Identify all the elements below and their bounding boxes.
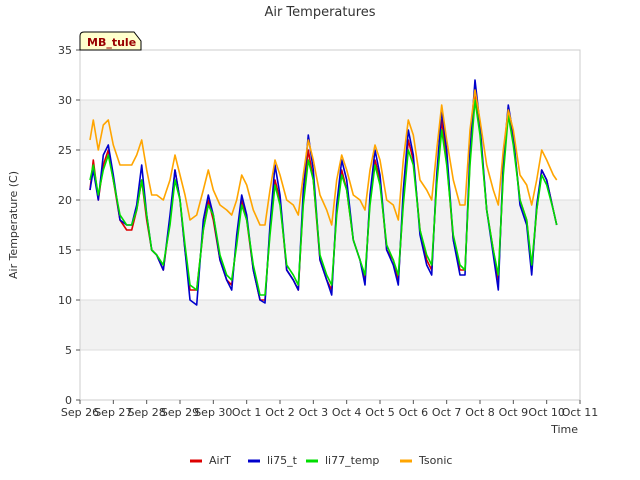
x-tick-label: Oct 3 — [299, 406, 329, 419]
y-tick-label: 35 — [58, 44, 72, 57]
x-tick-label: Oct 8 — [465, 406, 495, 419]
legend: AirT li75_t li77_temp Tsonic — [190, 454, 452, 467]
y-tick-label: 20 — [58, 194, 72, 207]
x-tick-label: Sep 27 — [94, 406, 132, 419]
x-tick-label: Oct 11 — [562, 406, 599, 419]
x-tick-label: Sep 26 — [61, 406, 99, 419]
plot-band — [80, 250, 580, 300]
x-tick-label: Oct 2 — [265, 406, 295, 419]
y-axis-label: Air Temperature (C) — [7, 171, 20, 279]
legend-label: li75_t — [267, 454, 298, 467]
plot-band — [80, 50, 580, 100]
legend-label: li77_temp — [325, 454, 379, 467]
plot-band — [80, 100, 580, 150]
y-tick-label: 25 — [58, 144, 72, 157]
x-tick-label: Sep 30 — [194, 406, 232, 419]
x-tick-label: Oct 6 — [399, 406, 429, 419]
plot-band — [80, 300, 580, 350]
series-lines — [89, 79, 558, 306]
x-tick-label: Sep 29 — [161, 406, 199, 419]
x-tick-label: Oct 7 — [432, 406, 462, 419]
legend-label: AirT — [209, 454, 231, 467]
site-label-badge: MB_tule — [79, 31, 142, 51]
y-tick-label: 0 — [65, 394, 72, 407]
plot-band — [80, 200, 580, 250]
site-label-text: MB_tule — [87, 36, 136, 49]
plot-band — [80, 150, 580, 200]
x-tick-label: Oct 10 — [528, 406, 565, 419]
y-tick-label: 5 — [65, 344, 72, 357]
series-line-li77-temp — [89, 99, 558, 296]
series-line-tsonic — [89, 89, 558, 226]
x-tick-label: Oct 1 — [232, 406, 262, 419]
chart-title: Air Temperatures — [264, 5, 375, 20]
plot-background — [80, 50, 580, 400]
x-axis-label: Time — [550, 423, 578, 436]
x-tick-label: Oct 4 — [332, 406, 362, 419]
y-tick-label: 10 — [58, 294, 72, 307]
y-tick-label: 30 — [58, 94, 72, 107]
x-tick-label: Oct 9 — [499, 406, 529, 419]
plot-frame — [79, 49, 581, 401]
site-label-box — [79, 31, 142, 51]
legend-label: Tsonic — [418, 454, 452, 467]
x-tick-label: Sep 28 — [128, 406, 166, 419]
y-axis: 0 5 10 15 20 25 30 35 — [58, 44, 80, 407]
x-tick-label: Oct 5 — [365, 406, 395, 419]
y-tick-label: 15 — [58, 244, 72, 257]
plot-band — [80, 350, 580, 400]
